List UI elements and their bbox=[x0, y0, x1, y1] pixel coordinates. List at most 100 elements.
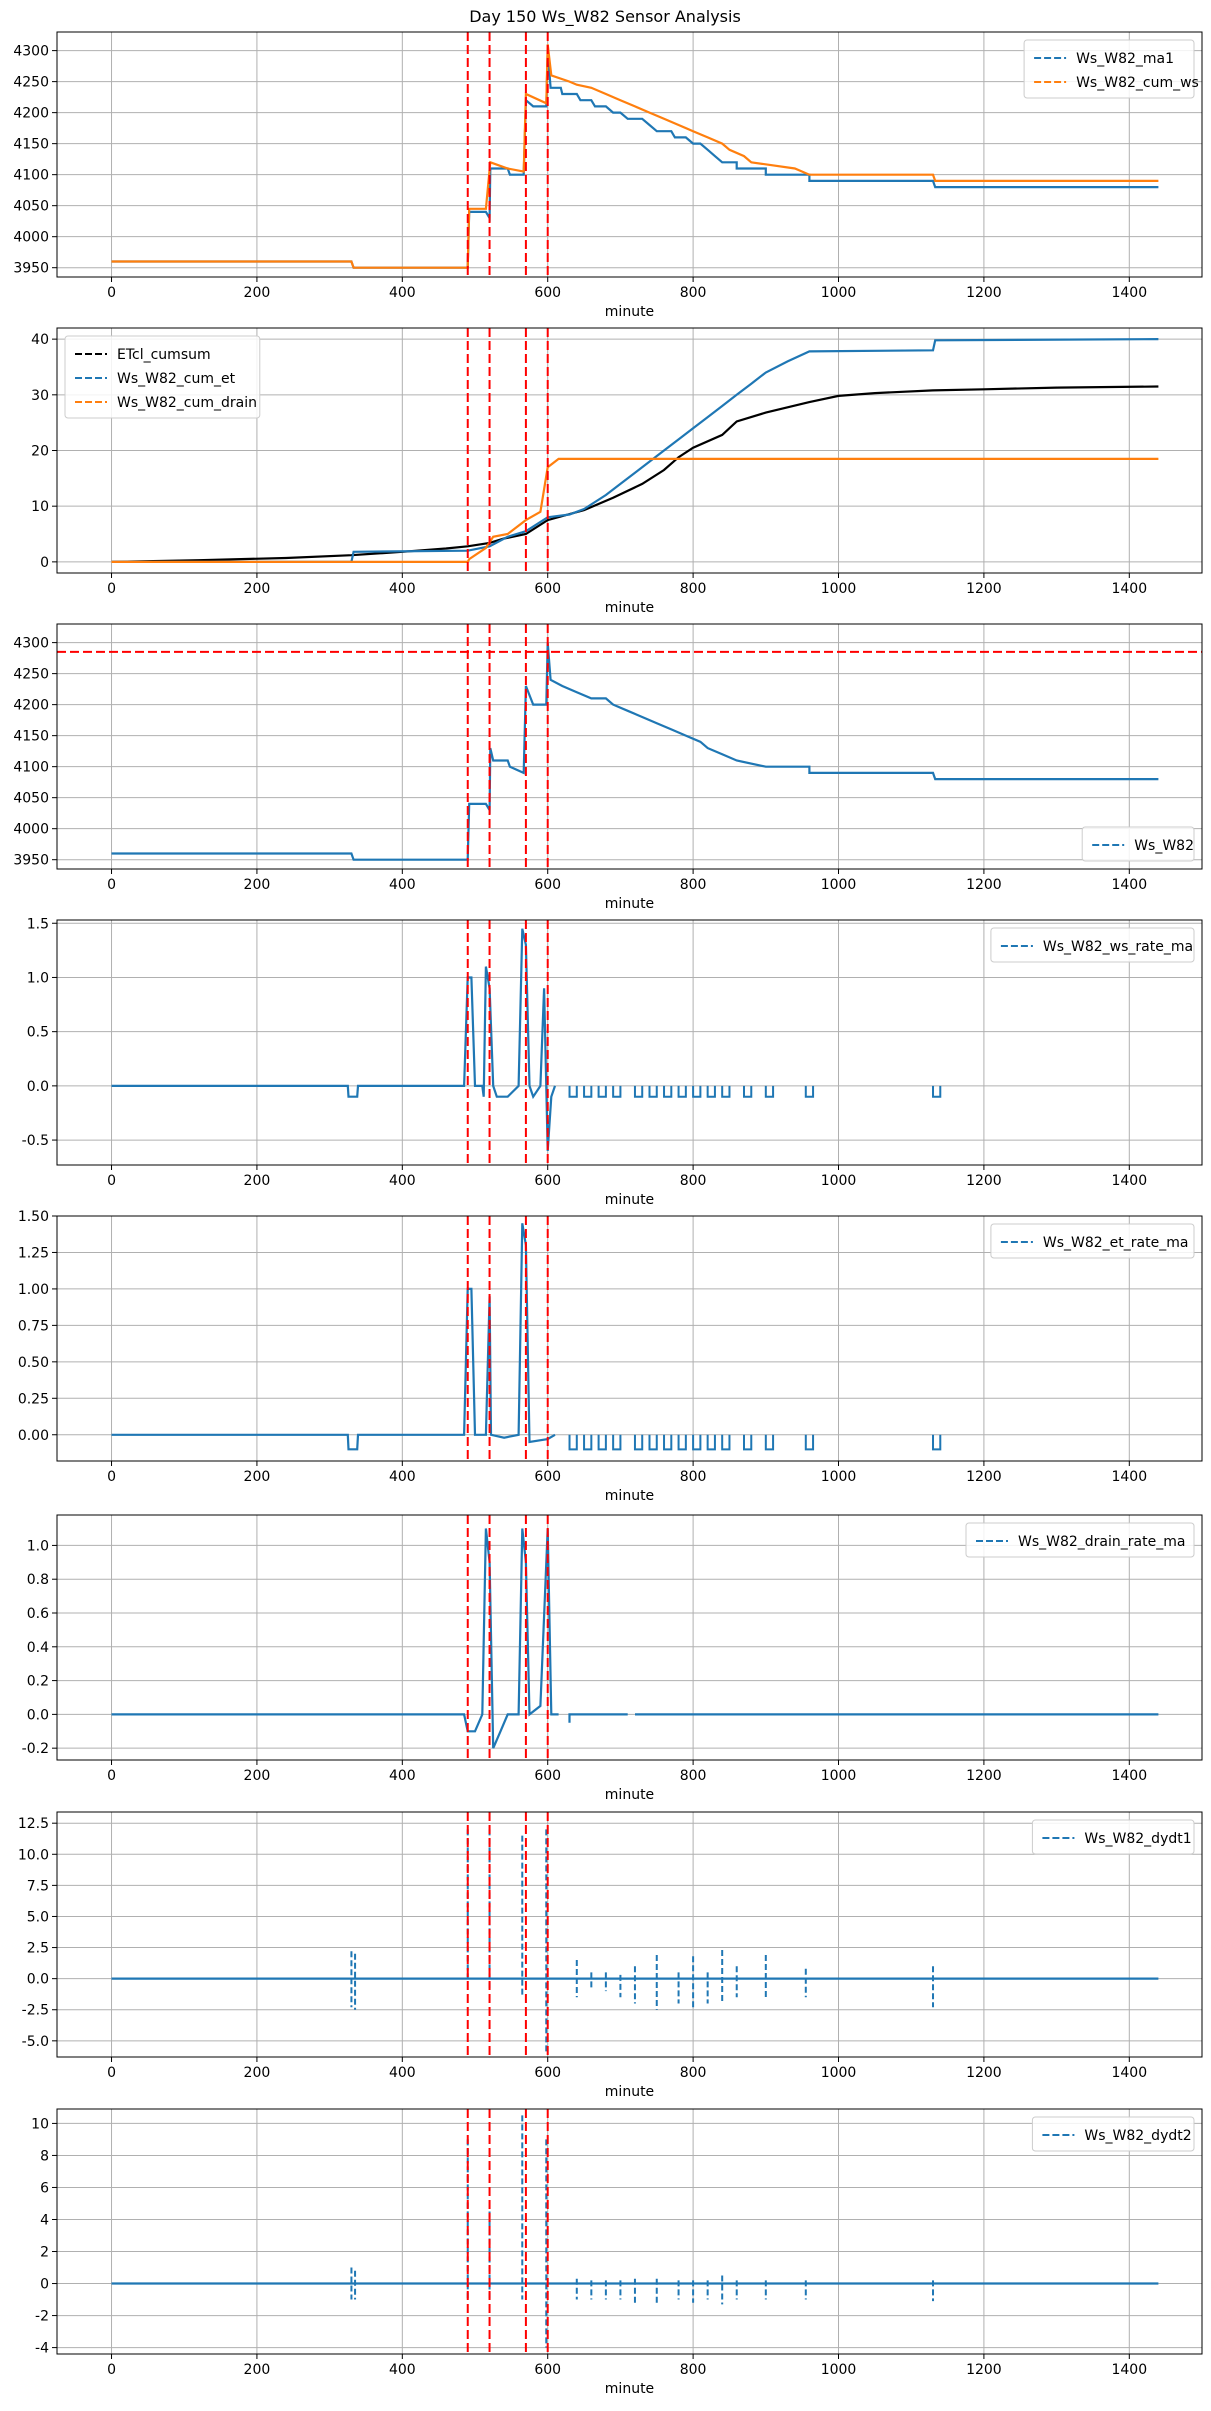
y-tick-label: 4000 bbox=[13, 822, 49, 838]
x-tick-label: 1000 bbox=[821, 2065, 857, 2081]
y-tick-label: 4 bbox=[40, 2212, 49, 2228]
y-tick-label: 4300 bbox=[13, 44, 49, 60]
y-tick-label: 0.4 bbox=[27, 1640, 49, 1656]
plot-area bbox=[111, 1829, 1159, 2054]
y-tick-label: 0.2 bbox=[27, 1674, 49, 1690]
series-pulse bbox=[648, 1085, 658, 1098]
series-line-Ws_W82_et_rate_ma bbox=[111, 1223, 556, 1451]
series-pulse bbox=[597, 1434, 607, 1451]
y-tick-label: 4100 bbox=[13, 760, 49, 776]
y-tick-label: 1.25 bbox=[18, 1245, 49, 1261]
y-tick-label: 4200 bbox=[13, 106, 49, 122]
chart-panel-5: 0 200 400 600 800 1000 1200 1400 0.00 0.25 0.50 0.7… bbox=[18, 1209, 1203, 1504]
y-tick-label: 0.6 bbox=[27, 1606, 49, 1622]
series-pulse bbox=[612, 1434, 622, 1451]
x-tick-label: 800 bbox=[680, 2065, 707, 2081]
plot-area bbox=[111, 1528, 1159, 1749]
x-tick-label: 600 bbox=[534, 1173, 561, 1189]
x-tick-label: 600 bbox=[534, 2362, 561, 2378]
legend-box bbox=[990, 927, 1195, 963]
legend-box bbox=[1031, 1819, 1195, 1855]
series-pulse bbox=[721, 1434, 731, 1451]
series-pulse bbox=[568, 1085, 578, 1098]
x-tick-label: 1200 bbox=[966, 1768, 1002, 1784]
x-tick-label: 400 bbox=[389, 1173, 416, 1189]
x-tick-label: 1400 bbox=[1111, 1469, 1147, 1485]
x-tick-label: 800 bbox=[680, 2362, 707, 2378]
y-tick-label: 10 bbox=[31, 499, 49, 515]
x-tick-label: 400 bbox=[389, 877, 416, 893]
x-tick-label: 1000 bbox=[821, 1469, 857, 1485]
legend-box bbox=[64, 335, 261, 419]
y-tick-label: 4050 bbox=[13, 791, 49, 807]
series-pulse bbox=[568, 1434, 578, 1451]
series-pulse bbox=[597, 1085, 607, 1098]
y-tick-label: 0 bbox=[40, 555, 49, 571]
chart-panel-4: 0 200 400 600 800 1000 1200 1400 -0.5 0.0 0.5 1.0 1.… bbox=[22, 916, 1203, 1208]
x-tick-label: 1200 bbox=[966, 2065, 1002, 2081]
series-pulse bbox=[633, 1085, 644, 1098]
chart-panel-2: 0 200 400 600 800 1000 1200 1400 0 10 20 30 40 minute… bbox=[31, 327, 1203, 616]
y-tick-label: -2.5 bbox=[22, 2003, 49, 2019]
x-tick-label: 200 bbox=[244, 285, 271, 301]
x-tick-label: 200 bbox=[244, 1469, 271, 1485]
legend: ETcl_cumsum Ws_W82_cum_et Ws_W82_cum_drain bbox=[64, 335, 261, 419]
x-tick-label: 1200 bbox=[966, 2362, 1002, 2378]
series-pulse bbox=[743, 1085, 753, 1098]
x-axis-label: minute bbox=[605, 1787, 654, 1803]
x-tick-label: 200 bbox=[244, 2362, 271, 2378]
series-pulse bbox=[764, 1434, 775, 1451]
legend-box bbox=[1023, 39, 1195, 99]
y-tick-label: 20 bbox=[31, 444, 49, 460]
chart-panel-8: 0 200 400 600 800 1000 1200 1400 -4 -2 0 2 4 6 8 10 minu… bbox=[31, 2108, 1203, 2397]
x-tick-label: 1400 bbox=[1111, 1173, 1147, 1189]
y-tick-label: 0.0 bbox=[27, 1079, 49, 1095]
legend-label: ETcl_cumsum bbox=[117, 347, 211, 363]
x-axis-label: minute bbox=[605, 2381, 654, 2397]
x-tick-label: 1000 bbox=[821, 2362, 857, 2378]
legend: Ws_W82 bbox=[1081, 826, 1195, 862]
legend: Ws_W82_et_rate_ma bbox=[990, 1223, 1195, 1259]
legend-label: Ws_W82_cum_et bbox=[117, 371, 236, 387]
y-tick-label: 0.0 bbox=[27, 1972, 49, 1988]
legend-label: Ws_W82_cum_drain bbox=[117, 395, 257, 411]
y-tick-label: 40 bbox=[31, 332, 49, 348]
legend: Ws_W82_drain_rate_ma bbox=[965, 1522, 1195, 1558]
y-tick-label: 0.25 bbox=[18, 1391, 49, 1407]
axes-frame bbox=[56, 1811, 1203, 2058]
y-tick-label: -0.5 bbox=[22, 1133, 49, 1149]
x-tick-label: 0 bbox=[107, 1768, 116, 1784]
x-tick-label: 600 bbox=[534, 581, 561, 597]
x-axis-label: minute bbox=[605, 1488, 654, 1504]
legend-label: Ws_W82_dydt1 bbox=[1084, 1831, 1191, 1847]
x-tick-label: 400 bbox=[389, 1768, 416, 1784]
x-axis-label: minute bbox=[605, 1192, 654, 1208]
y-tick-label: 4050 bbox=[13, 199, 49, 215]
x-tick-label: 1400 bbox=[1111, 581, 1147, 597]
axes-frame bbox=[56, 919, 1203, 1166]
y-tick-label: 0 bbox=[40, 2277, 49, 2293]
x-tick-label: 800 bbox=[680, 1173, 707, 1189]
x-tick-label: 800 bbox=[680, 285, 707, 301]
series-pulse bbox=[583, 1085, 593, 1098]
x-axis-label: minute bbox=[605, 600, 654, 616]
x-tick-label: 1200 bbox=[966, 877, 1002, 893]
series-line-Ws_W82_cum_ws bbox=[111, 44, 1159, 269]
legend: Ws_W82_dydt1 bbox=[1031, 1819, 1195, 1855]
plot-area bbox=[111, 44, 1159, 269]
y-tick-label: 4250 bbox=[13, 667, 49, 683]
x-tick-label: 1400 bbox=[1111, 2362, 1147, 2378]
x-tick-label: 0 bbox=[107, 285, 116, 301]
y-tick-label: -5.0 bbox=[22, 2034, 49, 2050]
y-tick-label: 1.50 bbox=[18, 1209, 49, 1225]
x-tick-label: 800 bbox=[680, 581, 707, 597]
y-tick-label: 1.00 bbox=[18, 1282, 49, 1298]
x-tick-label: 200 bbox=[244, 581, 271, 597]
series-line-Ws_W82_ws_rate_ma bbox=[111, 928, 557, 1151]
axes-frame bbox=[56, 31, 1203, 278]
x-axis-label: minute bbox=[605, 896, 654, 912]
x-tick-label: 600 bbox=[534, 2065, 561, 2081]
y-tick-label: 1.5 bbox=[27, 916, 49, 932]
y-tick-label: 0.75 bbox=[18, 1318, 49, 1334]
